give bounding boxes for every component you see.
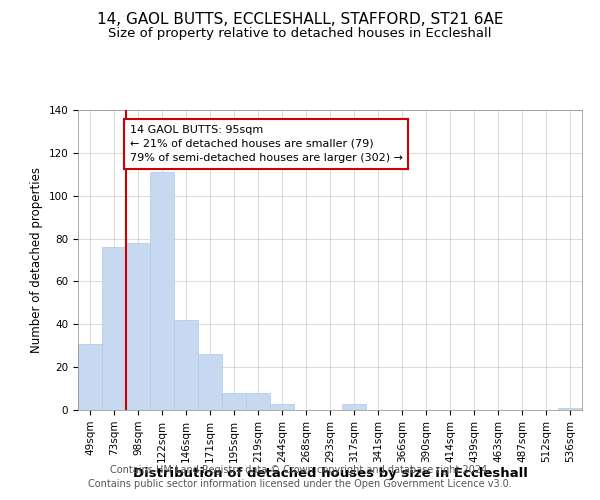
Bar [174, 320, 198, 410]
Text: 14, GAOL BUTTS, ECCLESHALL, STAFFORD, ST21 6AE: 14, GAOL BUTTS, ECCLESHALL, STAFFORD, ST… [97, 12, 503, 28]
Text: 14 GAOL BUTTS: 95sqm
← 21% of detached houses are smaller (79)
79% of semi-detac: 14 GAOL BUTTS: 95sqm ← 21% of detached h… [130, 125, 403, 163]
Text: Size of property relative to detached houses in Eccleshall: Size of property relative to detached ho… [108, 28, 492, 40]
Text: Contains HM Land Registry data © Crown copyright and database right 2024.
Contai: Contains HM Land Registry data © Crown c… [88, 465, 512, 489]
Bar [558, 408, 582, 410]
Y-axis label: Number of detached properties: Number of detached properties [30, 167, 43, 353]
X-axis label: Distribution of detached houses by size in Eccleshall: Distribution of detached houses by size … [133, 468, 527, 480]
Bar [150, 172, 174, 410]
Bar [222, 393, 246, 410]
Bar [78, 344, 102, 410]
Bar [102, 247, 126, 410]
Bar [246, 393, 270, 410]
Bar [270, 404, 294, 410]
Bar [126, 243, 150, 410]
Bar [198, 354, 222, 410]
Bar [342, 404, 366, 410]
